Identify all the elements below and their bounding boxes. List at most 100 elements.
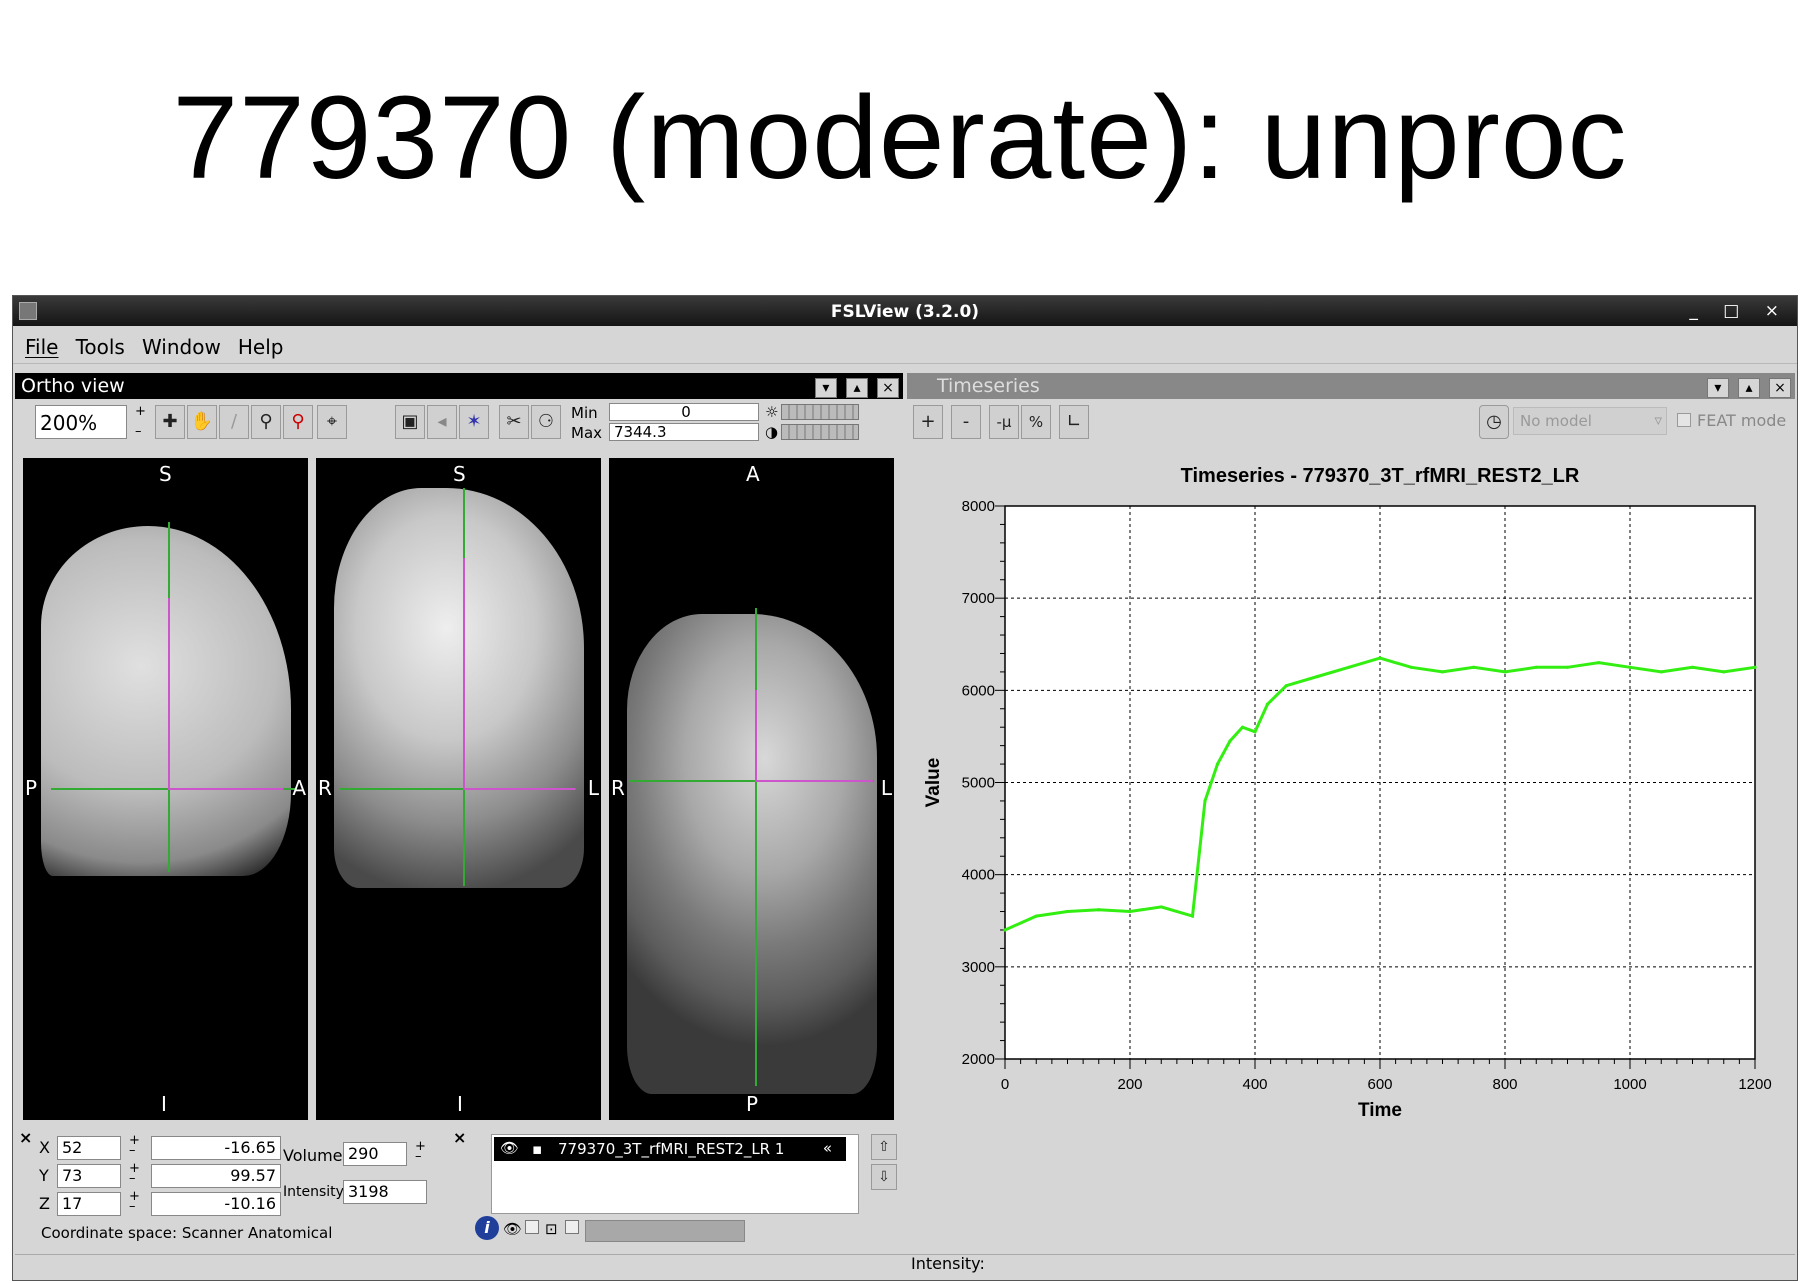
lock-toggle-icon[interactable]: ⊡ xyxy=(545,1220,558,1238)
data-point xyxy=(1034,914,1038,918)
ts-percent-button[interactable]: % xyxy=(1021,405,1051,439)
pane-float-icon[interactable]: ▴ xyxy=(845,378,868,398)
move-down-icon[interactable]: ⇩ xyxy=(871,1164,897,1190)
x-tick-label: 400 xyxy=(1242,1076,1267,1093)
zoom-input[interactable]: 200% xyxy=(35,405,127,439)
volume-stepper[interactable]: + – xyxy=(415,1139,426,1164)
window-controls[interactable]: _ □ × xyxy=(1689,301,1789,321)
lock-icon[interactable]: ▪ xyxy=(532,1140,543,1158)
x-voxel-field[interactable]: 52 xyxy=(57,1136,121,1160)
model-select[interactable]: No model ▿ xyxy=(1513,407,1667,435)
menu-file[interactable]: File xyxy=(25,335,59,359)
y-voxel-field[interactable]: 73 xyxy=(57,1164,121,1188)
fill-icon[interactable]: ✶ xyxy=(459,405,489,439)
chevron-down-icon: ▿ xyxy=(1654,411,1662,429)
zoom-stepper[interactable]: + – xyxy=(135,404,146,439)
contrast-slider[interactable] xyxy=(781,424,859,440)
x-tick-label: 600 xyxy=(1367,1076,1392,1093)
undo-icon[interactable]: ◂ xyxy=(427,405,457,439)
data-point xyxy=(1440,670,1445,674)
ortho-view-header: Ortho view ▾ ▴ × xyxy=(15,373,903,399)
menu-tools[interactable]: Tools xyxy=(75,335,125,359)
visible-checkbox[interactable] xyxy=(525,1220,539,1234)
data-point xyxy=(1284,684,1288,688)
data-point xyxy=(1097,908,1101,912)
sagittal-label-top: S xyxy=(159,462,172,486)
axial-label-right: L xyxy=(880,776,892,800)
data-point xyxy=(1159,905,1163,909)
ts-axis-icon[interactable]: ∟ xyxy=(1059,405,1089,439)
axial-view[interactable]: A P R L xyxy=(609,458,894,1120)
app-icon xyxy=(19,302,37,320)
ts-demean-button[interactable]: -μ xyxy=(989,405,1019,439)
ts-close-icon[interactable]: × xyxy=(1769,378,1791,398)
data-point xyxy=(1228,739,1232,743)
x-axis-label: Time xyxy=(1358,1100,1402,1118)
cut-icon[interactable]: ✂ xyxy=(499,405,529,439)
z-mm-field[interactable]: -10.16 xyxy=(151,1192,281,1216)
min-field[interactable]: 0 xyxy=(609,403,759,421)
ts-menu-icon[interactable]: ▾ xyxy=(1706,378,1729,398)
y-tick-label: 7000 xyxy=(962,590,995,607)
zoom-out-tool-icon[interactable]: ⚲ xyxy=(283,405,313,439)
y-mm-field[interactable]: 99.57 xyxy=(151,1164,281,1188)
coronal-label-top: S xyxy=(453,462,466,486)
z-voxel-field[interactable]: 17 xyxy=(57,1192,121,1216)
sagittal-view[interactable]: S I P A xyxy=(23,458,308,1120)
window-title: FSLView (3.2.0) xyxy=(830,302,980,322)
y-tick-label: 5000 xyxy=(962,775,995,792)
data-point xyxy=(1128,909,1132,914)
sagittal-label-right: A xyxy=(292,776,306,800)
ts-float-icon[interactable]: ▴ xyxy=(1737,378,1760,398)
coord-panel-close-icon[interactable]: × xyxy=(19,1128,33,1147)
min-label: Min xyxy=(571,404,598,422)
pane-menu-icon[interactable]: ▾ xyxy=(814,378,837,398)
save-icon[interactable]: ▣ xyxy=(395,405,425,439)
volume-label: Volume xyxy=(283,1146,343,1165)
ts-zoom-out-button[interactable]: - xyxy=(951,405,981,439)
timeseries-chart: Timeseries - 779370_3T_rfMRI_REST2_LR 0 20… xyxy=(923,465,1772,1121)
volume-field[interactable]: 290 xyxy=(343,1142,407,1166)
contrast-icon: ◑ xyxy=(765,423,779,441)
feat-mode-checkbox[interactable] xyxy=(1677,413,1691,427)
y-tick-label: 3000 xyxy=(962,959,995,976)
crosshair-tool-icon[interactable]: ⌖ xyxy=(317,405,347,439)
ortho-toolbar: 200% + – ✚ ✋ / ⚲ ⚲ ⌖ ▣ ◂ ✶ ✂ ⚆ Min 0 Max … xyxy=(15,401,903,445)
slide-title: 779370 (moderate): unproc xyxy=(172,72,1628,204)
collapse-icon[interactable]: « xyxy=(822,1139,832,1157)
binoculars-icon[interactable]: ⚆ xyxy=(531,405,561,439)
pan-tool-icon[interactable]: ✋ xyxy=(187,405,217,439)
data-point xyxy=(1565,665,1570,669)
info-icon[interactable]: i xyxy=(475,1216,499,1240)
z-stepper[interactable]: + – xyxy=(129,1189,140,1214)
x-stepper[interactable]: + – xyxy=(129,1133,140,1158)
x-mm-field[interactable]: -16.65 xyxy=(151,1136,281,1160)
window-titlebar[interactable]: FSLView (3.2.0) _ □ × xyxy=(13,296,1797,326)
zoom-tool-icon[interactable]: ⚲ xyxy=(251,405,281,439)
model-icon[interactable]: ◷ xyxy=(1479,405,1509,439)
max-label: Max xyxy=(571,424,603,442)
menu-help[interactable]: Help xyxy=(237,335,284,359)
opacity-slider[interactable] xyxy=(585,1220,745,1242)
data-point xyxy=(1190,914,1195,918)
move-up-icon[interactable]: ⇧ xyxy=(871,1134,897,1160)
data-point xyxy=(1203,799,1207,803)
coronal-view[interactable]: S I R L xyxy=(316,458,601,1120)
pen-tool-icon[interactable]: / xyxy=(219,405,249,439)
brightness-slider[interactable] xyxy=(781,404,859,420)
y-stepper[interactable]: + – xyxy=(129,1161,140,1186)
layer-row[interactable]: 👁 ▪ 779370_3T_rfMRI_REST2_LR 1 « xyxy=(494,1137,846,1161)
pane-close-icon[interactable]: × xyxy=(877,378,899,398)
sagittal-label-left: P xyxy=(25,776,38,800)
max-field[interactable]: 7344.3 xyxy=(609,423,759,441)
visibility-icon[interactable]: 👁 xyxy=(500,1139,520,1157)
data-point xyxy=(1265,702,1270,706)
timeseries-plot-area[interactable]: Timeseries - 779370_3T_rfMRI_REST2_LR 0 20… xyxy=(907,446,1795,1121)
menu-window[interactable]: Window xyxy=(141,335,221,359)
eye-icon[interactable]: 👁 xyxy=(503,1220,523,1238)
lock-checkbox[interactable] xyxy=(565,1220,579,1234)
cursor-tool-icon[interactable]: ✚ xyxy=(155,405,185,439)
data-point xyxy=(1240,725,1245,729)
ts-zoom-in-button[interactable]: + xyxy=(913,405,943,439)
layer-panel-close-icon[interactable]: × xyxy=(453,1128,467,1147)
